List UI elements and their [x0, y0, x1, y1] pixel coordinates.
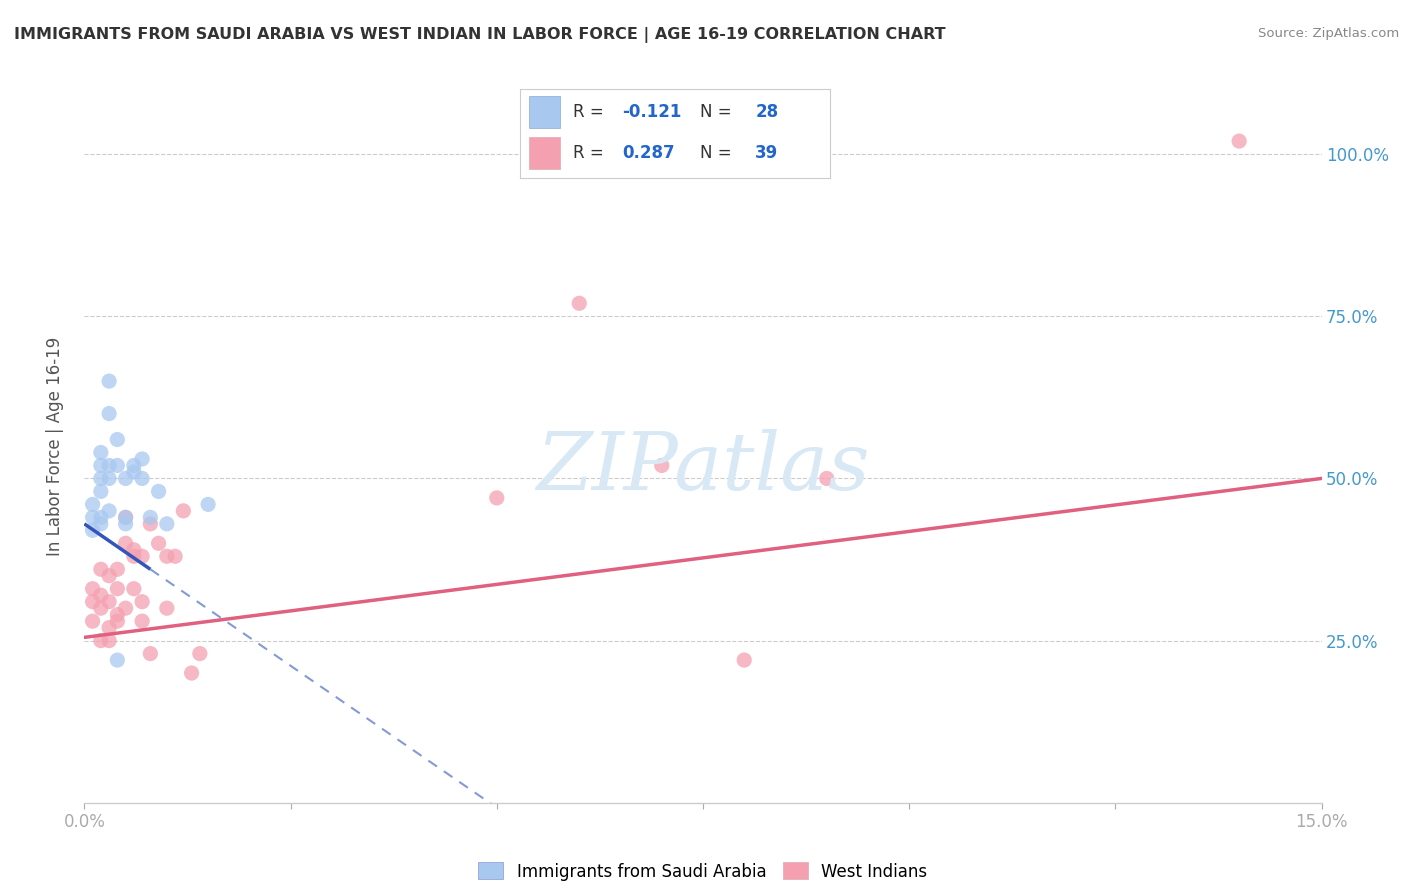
- Point: [105, 562, 128, 576]
- Point: [188, 647, 211, 661]
- Point: [90, 484, 112, 499]
- Point: [90, 633, 112, 648]
- Point: [105, 614, 128, 628]
- Text: N =: N =: [700, 103, 737, 121]
- Point: [90, 510, 112, 524]
- Point: [131, 614, 153, 628]
- Point: [98, 471, 121, 485]
- Point: [197, 497, 219, 511]
- Text: N =: N =: [700, 145, 737, 162]
- Text: R =: R =: [572, 103, 609, 121]
- Text: 0.287: 0.287: [623, 145, 675, 162]
- Point: [114, 516, 136, 531]
- Point: [139, 516, 162, 531]
- Point: [98, 374, 121, 388]
- Point: [131, 452, 153, 467]
- Point: [122, 458, 145, 473]
- Point: [568, 296, 591, 310]
- Point: [122, 465, 145, 479]
- Point: [105, 607, 128, 622]
- Point: [139, 647, 162, 661]
- Point: [82, 614, 104, 628]
- Point: [98, 633, 121, 648]
- Point: [90, 445, 112, 459]
- Text: ZIPatlas: ZIPatlas: [536, 429, 870, 506]
- Point: [114, 471, 136, 485]
- Text: R =: R =: [572, 145, 609, 162]
- Text: IMMIGRANTS FROM SAUDI ARABIA VS WEST INDIAN IN LABOR FORCE | AGE 16-19 CORRELATI: IMMIGRANTS FROM SAUDI ARABIA VS WEST IND…: [14, 27, 946, 43]
- Point: [114, 510, 136, 524]
- Point: [98, 568, 121, 582]
- Point: [90, 516, 112, 531]
- Point: [148, 484, 170, 499]
- Point: [156, 601, 179, 615]
- Point: [180, 666, 202, 681]
- Point: [98, 621, 121, 635]
- Point: [82, 497, 104, 511]
- Point: [165, 549, 187, 564]
- Point: [105, 458, 128, 473]
- Point: [105, 433, 128, 447]
- Point: [90, 458, 112, 473]
- Point: [105, 582, 128, 596]
- Point: [131, 595, 153, 609]
- Point: [90, 471, 112, 485]
- Point: [148, 536, 170, 550]
- Point: [485, 491, 508, 505]
- Point: [82, 582, 104, 596]
- Point: [122, 542, 145, 557]
- Point: [114, 510, 136, 524]
- Text: -0.121: -0.121: [623, 103, 682, 121]
- Point: [1227, 134, 1250, 148]
- Point: [156, 516, 179, 531]
- Point: [82, 510, 104, 524]
- Point: [105, 653, 128, 667]
- Point: [131, 549, 153, 564]
- Point: [98, 458, 121, 473]
- Y-axis label: In Labor Force | Age 16-19: In Labor Force | Age 16-19: [45, 336, 63, 556]
- Bar: [530, 137, 561, 169]
- Point: [172, 504, 194, 518]
- Point: [651, 458, 673, 473]
- Point: [139, 510, 162, 524]
- Legend: Immigrants from Saudi Arabia, West Indians: Immigrants from Saudi Arabia, West India…: [472, 855, 934, 888]
- Text: 28: 28: [755, 103, 779, 121]
- Point: [131, 471, 153, 485]
- Point: [98, 504, 121, 518]
- Point: [114, 536, 136, 550]
- Point: [733, 653, 755, 667]
- Point: [98, 595, 121, 609]
- Text: Source: ZipAtlas.com: Source: ZipAtlas.com: [1258, 27, 1399, 40]
- Point: [114, 601, 136, 615]
- Point: [122, 582, 145, 596]
- Point: [98, 407, 121, 421]
- Point: [82, 524, 104, 538]
- Point: [90, 601, 112, 615]
- Bar: [530, 96, 561, 128]
- Point: [122, 549, 145, 564]
- Point: [815, 471, 838, 485]
- Point: [82, 595, 104, 609]
- Point: [90, 588, 112, 602]
- Point: [90, 562, 112, 576]
- Point: [156, 549, 179, 564]
- Text: 39: 39: [755, 145, 779, 162]
